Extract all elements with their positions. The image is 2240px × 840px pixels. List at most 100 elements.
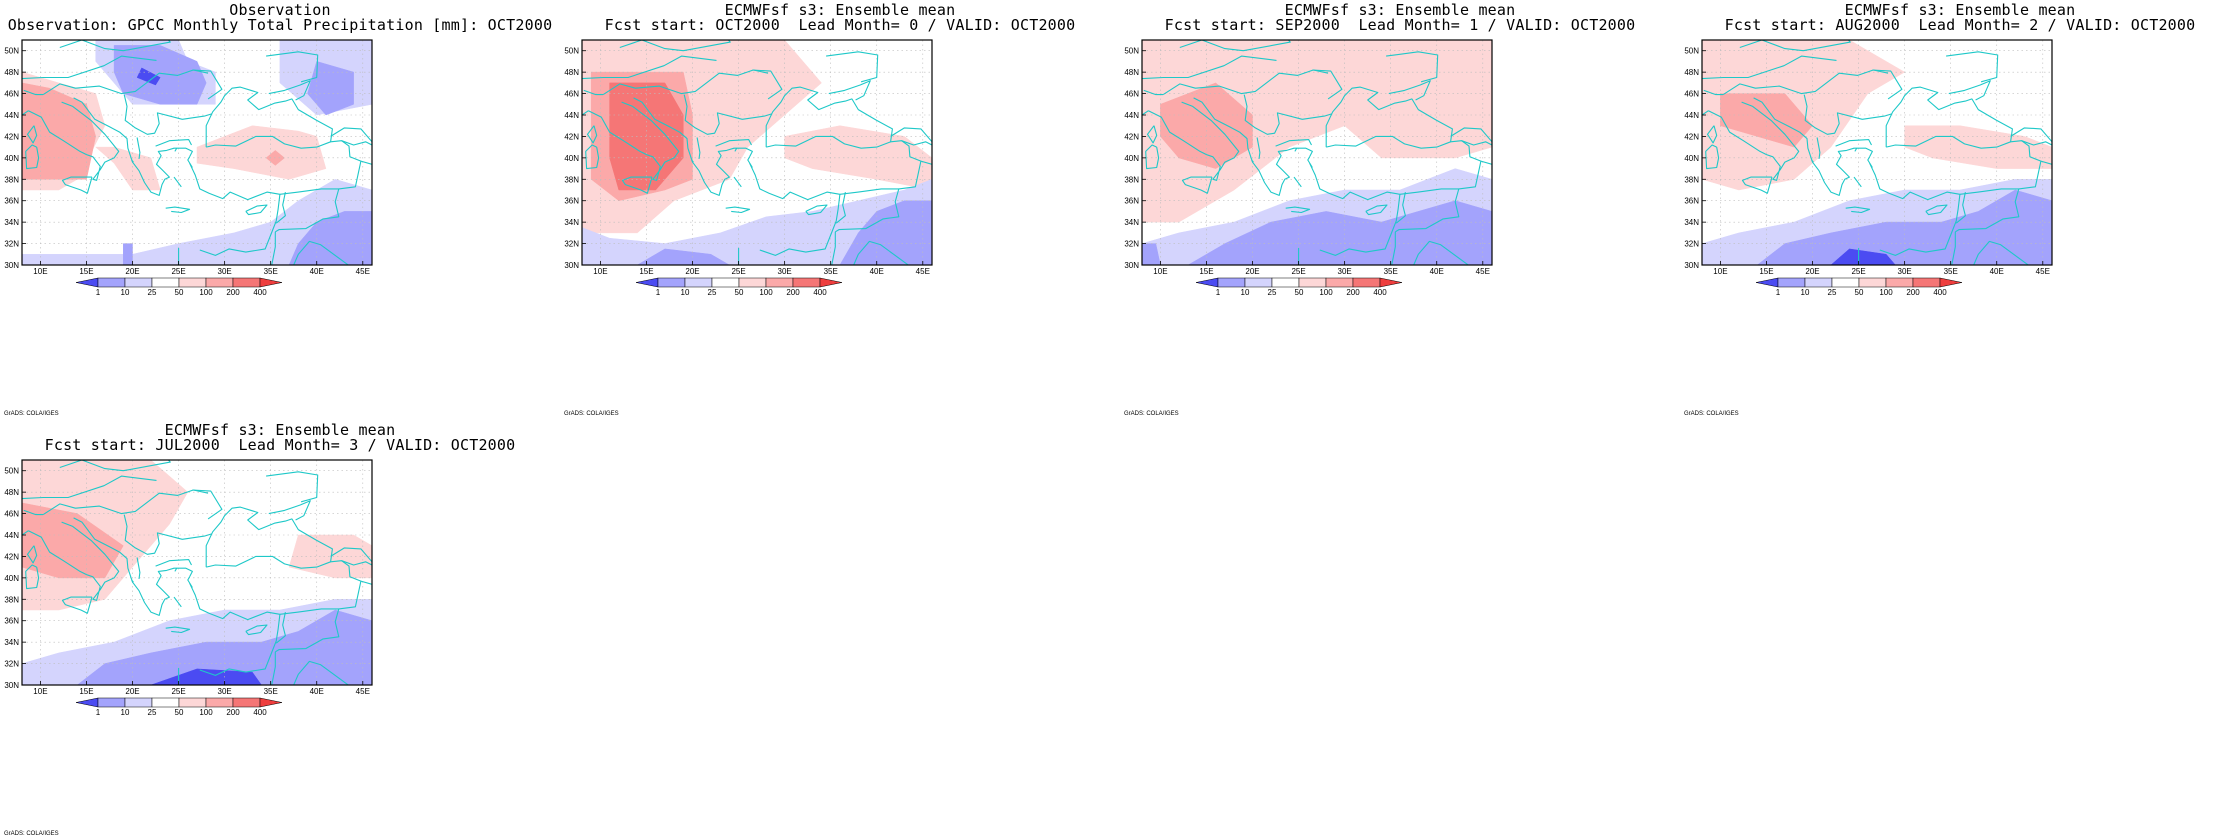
coastline — [123, 514, 212, 555]
precip-region — [636, 248, 730, 265]
coastline — [73, 517, 193, 616]
coastline — [59, 460, 171, 472]
map-frame — [21, 39, 373, 266]
lon-tick-label: 45E — [916, 267, 930, 276]
lat-tick-label: 46N — [564, 90, 579, 99]
grads-credit: GrADS: COLA/IGES — [1684, 411, 1739, 417]
colorbar-label: 400 — [1933, 288, 1947, 297]
coastline — [42, 69, 209, 96]
coastline — [1816, 137, 1821, 159]
coastline — [1142, 55, 1277, 80]
coastline — [1325, 86, 1453, 149]
lon-tick-label: 25E — [171, 687, 185, 696]
map-layers: 30N 32N 34N 36N 38N 40N 42N 44N 46N 48N 50N 10E 15E 2… — [4, 459, 373, 696]
lon-tick-label: 30E — [1898, 267, 1912, 276]
precip-region — [196, 125, 327, 180]
lon-tick-label: 15E — [79, 267, 93, 276]
lat-tick-label: 40N — [4, 154, 19, 163]
colorbar-swatch — [1885, 277, 1914, 288]
coastline — [275, 191, 286, 224]
coastline — [1741, 176, 1773, 194]
coastline — [1867, 156, 1873, 168]
coastline — [826, 51, 879, 83]
lat-tick-label: 36N — [4, 617, 19, 626]
lon-tick-label: 20E — [1805, 267, 1819, 276]
coastline — [360, 580, 372, 590]
colorbar-swatch — [178, 277, 207, 288]
coastline — [582, 110, 589, 116]
coastline — [633, 97, 753, 196]
coastline — [292, 660, 350, 685]
lat-tick-label: 50N — [4, 467, 19, 476]
lat-tick-label: 34N — [1684, 218, 1699, 227]
coastline — [1395, 191, 1406, 224]
coastline — [621, 176, 653, 194]
lat-tick-label: 32N — [1124, 240, 1139, 249]
lat-tick-label: 42N — [4, 552, 19, 561]
colorbar-label: 50 — [1855, 288, 1864, 297]
coastline — [1181, 176, 1213, 194]
lat-tick-label: 48N — [1684, 68, 1699, 77]
panel-title: ECMWFsf s3: Ensemble mean — [164, 421, 396, 439]
grads-credit: GrADS: COLA/IGES — [1124, 411, 1179, 417]
coastline — [1854, 147, 1858, 152]
grads-credit: GrADS: COLA/IGES — [564, 411, 619, 417]
coastline — [26, 125, 38, 144]
coastline — [61, 596, 93, 614]
coastline — [1399, 140, 1482, 195]
colorbar: 1 10 25 50 100 200 400 — [1195, 277, 1403, 297]
precip-map: 30N 32N 34N 36N 38N 40N 42N 44N 46N 48N 50N 10E 15E 2… — [4, 459, 373, 717]
lon-tick-label: 35E — [264, 267, 278, 276]
coastline — [1243, 94, 1332, 135]
coastline — [1753, 97, 1873, 196]
lon-tick-label: 40E — [870, 267, 884, 276]
coastline — [173, 596, 182, 608]
coastline — [1955, 191, 1966, 224]
coastline — [2010, 127, 2052, 145]
coastline — [174, 567, 178, 572]
colorbar-swatch — [1244, 277, 1273, 288]
colorbar-arrow-low — [75, 277, 99, 288]
colorbar-arrow-low — [1755, 277, 1779, 288]
panel-observation: Observation Observation: GPCC Monthly To… — [0, 0, 560, 420]
colorbar-swatch — [205, 697, 234, 708]
coastline — [747, 156, 753, 168]
coastline — [1835, 139, 1872, 147]
coastline — [1388, 80, 1431, 101]
precip-region — [76, 609, 372, 685]
lat-tick-label: 44N — [564, 111, 579, 120]
coastline — [26, 545, 38, 564]
coastline — [1705, 144, 1720, 170]
colorbar-swatch — [1271, 277, 1300, 288]
coastline — [619, 40, 731, 52]
coastline — [23, 89, 44, 96]
lat-tick-label: 50N — [1684, 47, 1699, 56]
lon-tick-label: 15E — [79, 687, 93, 696]
colorbar-label: 1 — [1776, 288, 1781, 297]
coastline — [1925, 204, 1948, 216]
lat-tick-label: 48N — [4, 68, 19, 77]
lat-tick-label: 30N — [4, 261, 19, 270]
lat-tick-label: 40N — [4, 574, 19, 583]
coastline — [131, 579, 134, 583]
coastline — [1294, 147, 1298, 152]
colorbar-swatch — [1298, 277, 1327, 288]
colorbar-swatch — [232, 277, 261, 288]
colorbar-swatch — [97, 277, 126, 288]
colorbar-swatch — [151, 697, 180, 708]
colorbar-label: 25 — [148, 708, 157, 717]
colorbar-swatch — [1804, 277, 1833, 288]
precip-region — [1830, 248, 1896, 265]
precip-shading — [1142, 40, 1492, 265]
coastline — [1948, 80, 1991, 101]
colorbar-arrow-high — [259, 277, 283, 288]
lon-tick-label: 20E — [1245, 267, 1259, 276]
coastline — [1722, 69, 1889, 96]
lat-tick-label: 42N — [1684, 132, 1699, 141]
lat-tick-label: 38N — [1124, 175, 1139, 184]
coastline — [205, 86, 333, 149]
coastline — [1142, 110, 1149, 116]
lon-tick-label: 10E — [1713, 267, 1727, 276]
lat-tick-label: 42N — [564, 132, 579, 141]
lat-tick-label: 46N — [4, 90, 19, 99]
